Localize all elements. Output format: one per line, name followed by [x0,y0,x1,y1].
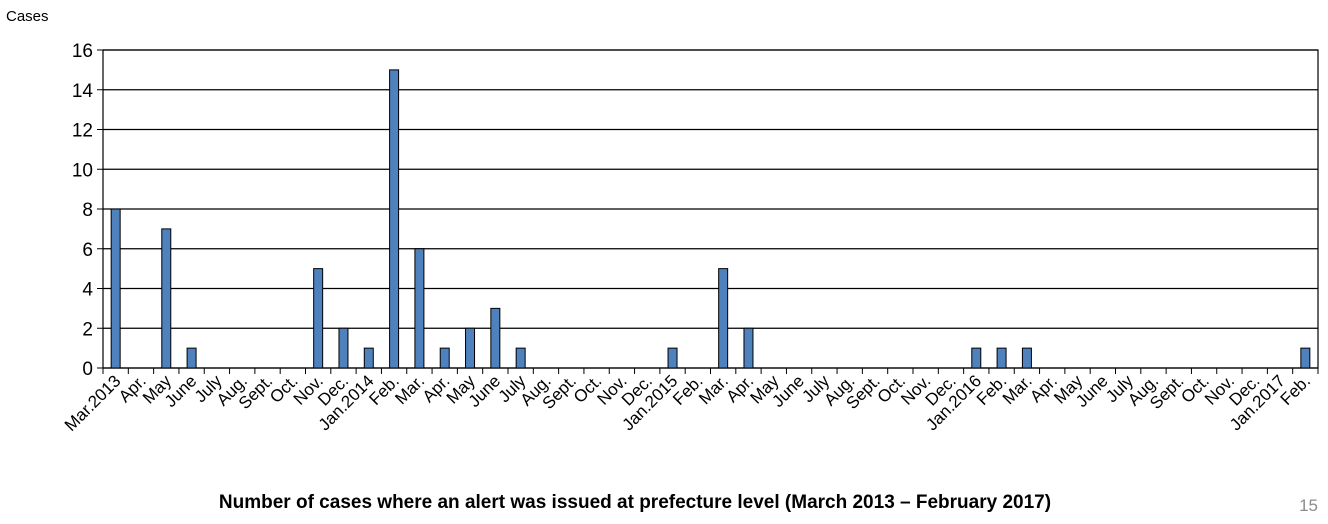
y-axis-label: Cases [6,8,49,25]
bar [414,248,425,369]
bar [515,347,526,369]
y-tick-label: 2 [82,319,93,340]
bar [110,208,121,369]
bar [1021,347,1032,369]
bar [465,327,476,369]
bar [161,228,172,369]
y-tick-label: 8 [82,200,93,221]
bar [1300,347,1311,369]
page-number: 15 [1299,496,1318,515]
chart-title: Number of cases where an alert was issue… [218,492,1052,513]
bar [313,268,324,369]
bar [439,347,450,369]
y-tick-label: 10 [72,160,93,181]
bar [971,347,982,369]
bar [667,347,678,369]
y-tick-label: 0 [82,359,93,380]
bar [363,347,374,369]
x-tick-label: Mar.2013 [61,371,125,435]
bar [389,69,400,369]
y-tick-label: 16 [72,41,93,62]
bar [338,327,349,369]
x-tick-label: Feb. [1277,371,1314,408]
y-tick-label: 14 [72,81,94,102]
y-tick-label: 12 [72,121,93,142]
bar [996,347,1007,369]
bar [743,327,754,369]
bar-chart: 0246810121416Mar.2013Apr.MayJuneJulyAug.… [61,41,1319,435]
bar [186,347,197,369]
y-tick-label: 6 [82,240,93,261]
bar [718,268,729,369]
y-tick-label: 4 [82,280,93,301]
bar [490,307,501,369]
